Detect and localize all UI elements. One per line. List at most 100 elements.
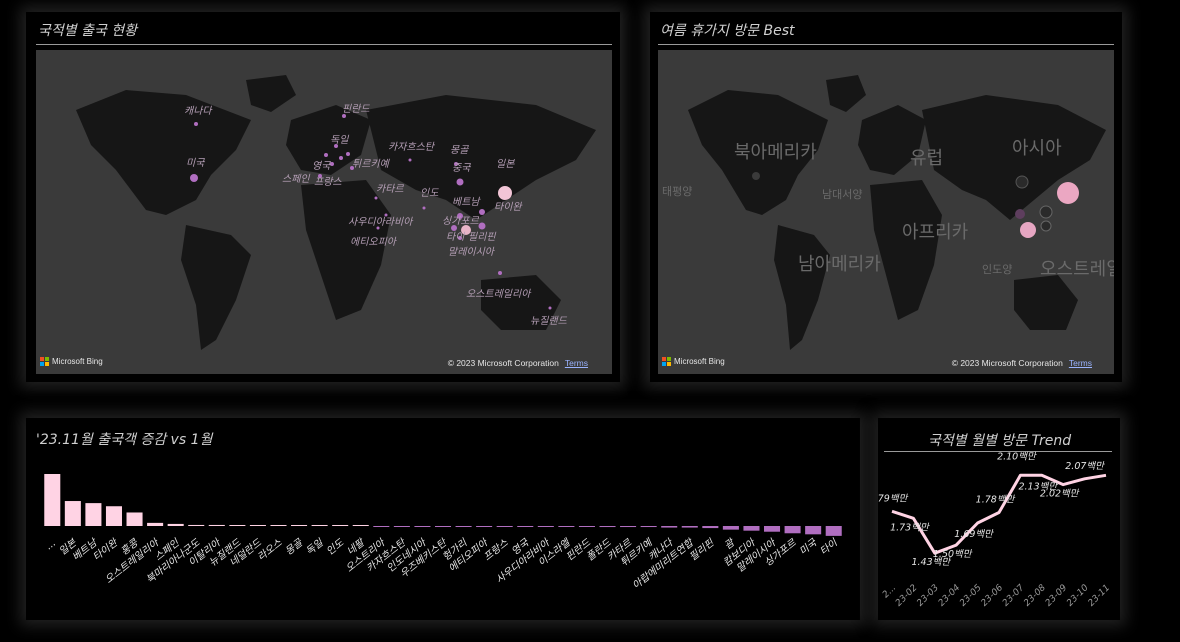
bubble-sea-1 xyxy=(1015,209,1025,219)
terms-link[interactable]: Terms xyxy=(1068,358,1092,368)
x-tick-1: 23-02 xyxy=(894,583,920,609)
bar-20[interactable] xyxy=(455,526,472,527)
bubble-europe-2 xyxy=(339,156,343,160)
bar-18[interactable] xyxy=(414,526,431,527)
bar-28[interactable] xyxy=(620,526,637,528)
bar-31[interactable] xyxy=(681,526,698,528)
map-label-malaysia: 말레이시아 xyxy=(448,247,494,258)
map-label-singapore: 싱가포르 xyxy=(442,216,479,227)
bar-17[interactable] xyxy=(393,526,410,527)
bar-10[interactable] xyxy=(249,525,266,526)
bubble-saudi xyxy=(384,213,388,217)
terms-link[interactable]: Terms xyxy=(564,358,588,368)
region-label-south-america: 남아메리카 xyxy=(798,254,881,275)
bar-1[interactable] xyxy=(64,501,81,526)
bar-8[interactable] xyxy=(208,524,225,526)
bar-30[interactable] xyxy=(661,526,678,528)
bar-27[interactable] xyxy=(599,526,616,528)
bar-12[interactable] xyxy=(291,525,308,526)
bubble-taiwan xyxy=(479,209,485,215)
bar-label-32: 필리핀 xyxy=(687,536,717,563)
bar-21[interactable] xyxy=(476,526,493,527)
bubble-germany xyxy=(334,144,338,148)
region-label-indian-ocean: 인도양 xyxy=(982,263,1013,276)
bar-13[interactable] xyxy=(311,525,328,526)
map-label-kazakhstan: 카자흐스탄 xyxy=(388,142,434,153)
bar-26[interactable] xyxy=(578,526,595,527)
world-map-regions[interactable]: 북아메리카 유럽 아시아 태평양 남대서양 아프리카 남아메리카 인도양 오스트… xyxy=(658,50,1114,374)
bar-label-12: 몽골 xyxy=(284,537,306,557)
bar-19[interactable] xyxy=(434,526,452,527)
bar-2[interactable] xyxy=(85,503,102,526)
bar-22[interactable] xyxy=(496,526,513,527)
bubble-sea-3 xyxy=(1020,222,1036,238)
bar-32[interactable] xyxy=(702,526,719,529)
map-label-finland: 핀란드 xyxy=(342,104,370,115)
bar-23[interactable] xyxy=(517,526,534,527)
x-tick-0: 2... xyxy=(881,583,898,600)
bar-14[interactable] xyxy=(332,525,349,526)
data-label-8: 2.02백만 xyxy=(1040,489,1080,500)
bubble-kazakhstan xyxy=(408,158,412,162)
bar-6[interactable] xyxy=(167,523,184,526)
bar-9[interactable] xyxy=(229,525,246,526)
panel-title: 국적별 월별 방문 Trend xyxy=(928,433,1072,449)
world-map[interactable]: 캐나다 핀란드 독일 카자흐스탄 몽골 미국 영국 튀르키예 중국 일본 스페인… xyxy=(36,50,612,374)
map-label-turkey: 튀르키예 xyxy=(352,159,389,170)
map-label-usa: 미국 xyxy=(186,158,205,169)
europe-shape xyxy=(286,105,371,175)
panel-title: '23.11월 출국객 증감 vs 1월 xyxy=(36,432,213,448)
bubble-sea-2 xyxy=(1039,205,1053,219)
bar-34[interactable] xyxy=(743,526,760,531)
bubble-spain xyxy=(318,174,322,178)
bar-label-38: 타이 xyxy=(818,536,841,557)
bar-36[interactable] xyxy=(784,526,801,534)
data-label-0: 1.79백만 xyxy=(878,493,909,504)
region-label-oceania: 오스트레일 xyxy=(1040,259,1114,280)
bar-25[interactable] xyxy=(558,526,575,527)
bar-3[interactable] xyxy=(105,506,122,526)
region-label-south-atlantic: 남대서양 xyxy=(822,188,863,201)
bar-7[interactable] xyxy=(188,524,205,526)
bar-38[interactable] xyxy=(825,526,842,536)
bar-11[interactable] xyxy=(270,525,287,526)
title-divider xyxy=(884,451,1112,452)
map-label-france: 프랑스 xyxy=(314,177,342,188)
bar-35[interactable] xyxy=(764,526,781,532)
map-label-ethiopia: 에티오피아 xyxy=(350,237,396,248)
bar-15[interactable] xyxy=(352,525,369,526)
bubble-ethiopia xyxy=(376,226,380,230)
microsoft-logo-icon xyxy=(40,357,49,366)
bubble-newzealand xyxy=(548,306,552,310)
bar-0[interactable] xyxy=(44,474,61,526)
bubble-china xyxy=(456,178,464,186)
region-label-africa: 아프리카 xyxy=(902,222,969,243)
bubble-sea-4 xyxy=(1040,220,1052,232)
bubble-philippines xyxy=(478,222,486,230)
data-label-3: 1.50백만 xyxy=(933,549,973,560)
bar-24[interactable] xyxy=(537,526,554,527)
bar-16[interactable] xyxy=(373,526,390,527)
bubble-canada xyxy=(194,122,198,126)
visit-bubbles xyxy=(190,114,552,310)
bar-5[interactable] xyxy=(147,522,164,526)
bubble-europe-3 xyxy=(346,152,350,156)
trend-line[interactable] xyxy=(891,473,1107,555)
copyright-text: © 2023 Microsoft Corporation xyxy=(951,358,1063,368)
x-tick-2: 23-03 xyxy=(915,583,941,609)
panel-title: 여름 휴가지 방문 Best xyxy=(660,23,795,39)
bar-4[interactable] xyxy=(126,512,143,526)
bar-29[interactable] xyxy=(640,526,657,528)
title-divider xyxy=(36,44,612,45)
bubble-mongolia xyxy=(454,162,458,166)
line-chart[interactable]: 1.79백만 2... 1.73백만 23-02 1.43백만 23-03 1.50백만 23… xyxy=(878,418,1120,620)
bubble-vietnam xyxy=(457,213,463,219)
data-label-5: 1.78백만 xyxy=(976,495,1016,506)
bar-37[interactable] xyxy=(805,526,822,535)
bubble-thailand xyxy=(451,225,457,231)
bar-33[interactable] xyxy=(722,526,739,530)
map-label-china: 중국 xyxy=(452,163,471,174)
map-label-newzealand: 뉴질랜드 xyxy=(530,316,567,327)
map-copyright: © 2023 Microsoft Corporation Terms xyxy=(952,358,1092,368)
